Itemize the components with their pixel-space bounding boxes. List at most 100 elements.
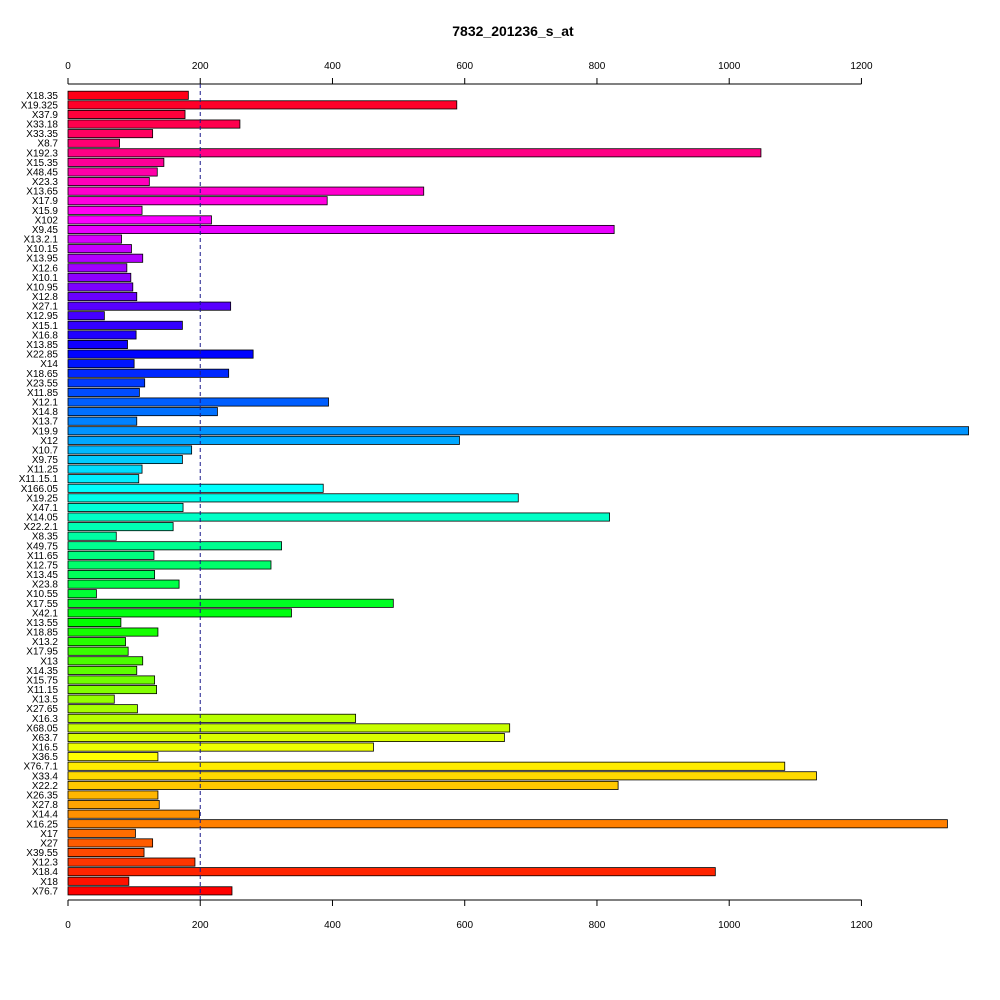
category-label: X14.4 [32,810,59,821]
category-label: X15.9 [32,206,59,217]
category-label: X12.3 [32,858,59,869]
bar [67,272,132,282]
category-label: X13.65 [26,187,58,198]
bar [67,119,241,129]
bar [67,397,329,407]
bar [67,196,328,206]
bar [67,129,154,139]
chart-title: 7832_201236_s_at [452,23,574,39]
category-label: X13.2.1 [24,235,59,246]
tick-label: 0 [65,920,71,931]
bar [67,148,762,158]
category-label: X11.85 [27,388,58,399]
bar [67,464,143,474]
tick-label: 600 [456,61,473,72]
bar [67,205,143,215]
bar [67,387,140,397]
bar [67,522,174,532]
bar [67,637,126,647]
category-label: X18.85 [26,628,58,639]
bar [67,263,128,273]
bar [67,838,154,848]
category-label: X13.95 [26,254,58,265]
bar [67,656,144,666]
category-label: X13.55 [26,618,58,629]
bar [67,790,159,800]
category-label: X10.95 [26,282,58,293]
category-label: X14.35 [26,666,58,677]
category-label: X12.1 [32,398,59,409]
bar [67,723,511,733]
category-label: X49.75 [26,541,58,552]
bar [67,752,159,762]
bar [67,665,138,675]
category-label: X33.35 [26,129,58,140]
bar [67,800,160,810]
bar [67,426,969,436]
category-label: X192.3 [26,148,58,159]
category-label: X10.55 [26,589,58,600]
bar [67,483,324,493]
tick-label: 800 [589,61,606,72]
bar [67,531,117,541]
category-label: X12.75 [26,560,58,571]
bar [67,340,128,350]
category-label: X33.18 [26,120,58,131]
tick-label: 800 [589,920,606,931]
category-label: X13.45 [26,570,58,581]
category-label: X42.1 [32,608,59,619]
category-label: X27 [40,838,58,849]
bar [67,359,135,369]
bar [67,474,140,484]
category-label: X17.9 [32,196,59,207]
category-label: X26.35 [26,790,58,801]
category-label: X12.6 [32,263,59,274]
category-label: X33.4 [32,771,59,782]
bar [67,109,186,119]
bar [67,502,184,512]
category-label: X13.2 [32,637,59,648]
bar [67,541,282,551]
bar [67,732,505,742]
category-label: X10.1 [32,273,59,284]
category-label: X15.75 [26,675,58,686]
category-label: X18.35 [26,91,58,102]
bar [67,627,159,637]
category-label: X15.35 [26,158,58,169]
category-label: X8.35 [32,532,59,543]
bar [67,244,132,254]
bar [67,416,138,426]
category-label: X68.05 [26,723,58,734]
tick-label: 600 [456,920,473,931]
category-label: X14 [40,359,58,370]
category-label: X23.8 [32,580,59,591]
category-label: X166.05 [21,484,59,495]
bar [67,282,134,292]
category-label: X36.5 [32,752,59,763]
category-label: X12.8 [32,292,59,303]
category-label: X22.2 [32,781,59,792]
bar [67,100,458,110]
category-label: X12.95 [26,311,58,322]
bar [67,704,138,714]
tick-label: 400 [324,920,341,931]
bar [67,378,146,388]
bar [67,445,193,455]
category-label: X12 [40,436,58,447]
bar [67,560,272,570]
bar [67,809,200,819]
bar [67,876,130,886]
bar [67,579,180,589]
category-label: X27.65 [26,704,58,715]
category-label: X17 [40,829,58,840]
bar [67,713,357,723]
category-label: X16.5 [32,743,59,754]
bar [67,167,158,177]
bar [67,589,97,599]
bar [67,234,122,244]
category-label: X48.45 [26,167,58,178]
bar [67,598,394,608]
tick-label: 1200 [850,920,873,931]
bar [67,224,615,234]
bar [67,368,230,378]
